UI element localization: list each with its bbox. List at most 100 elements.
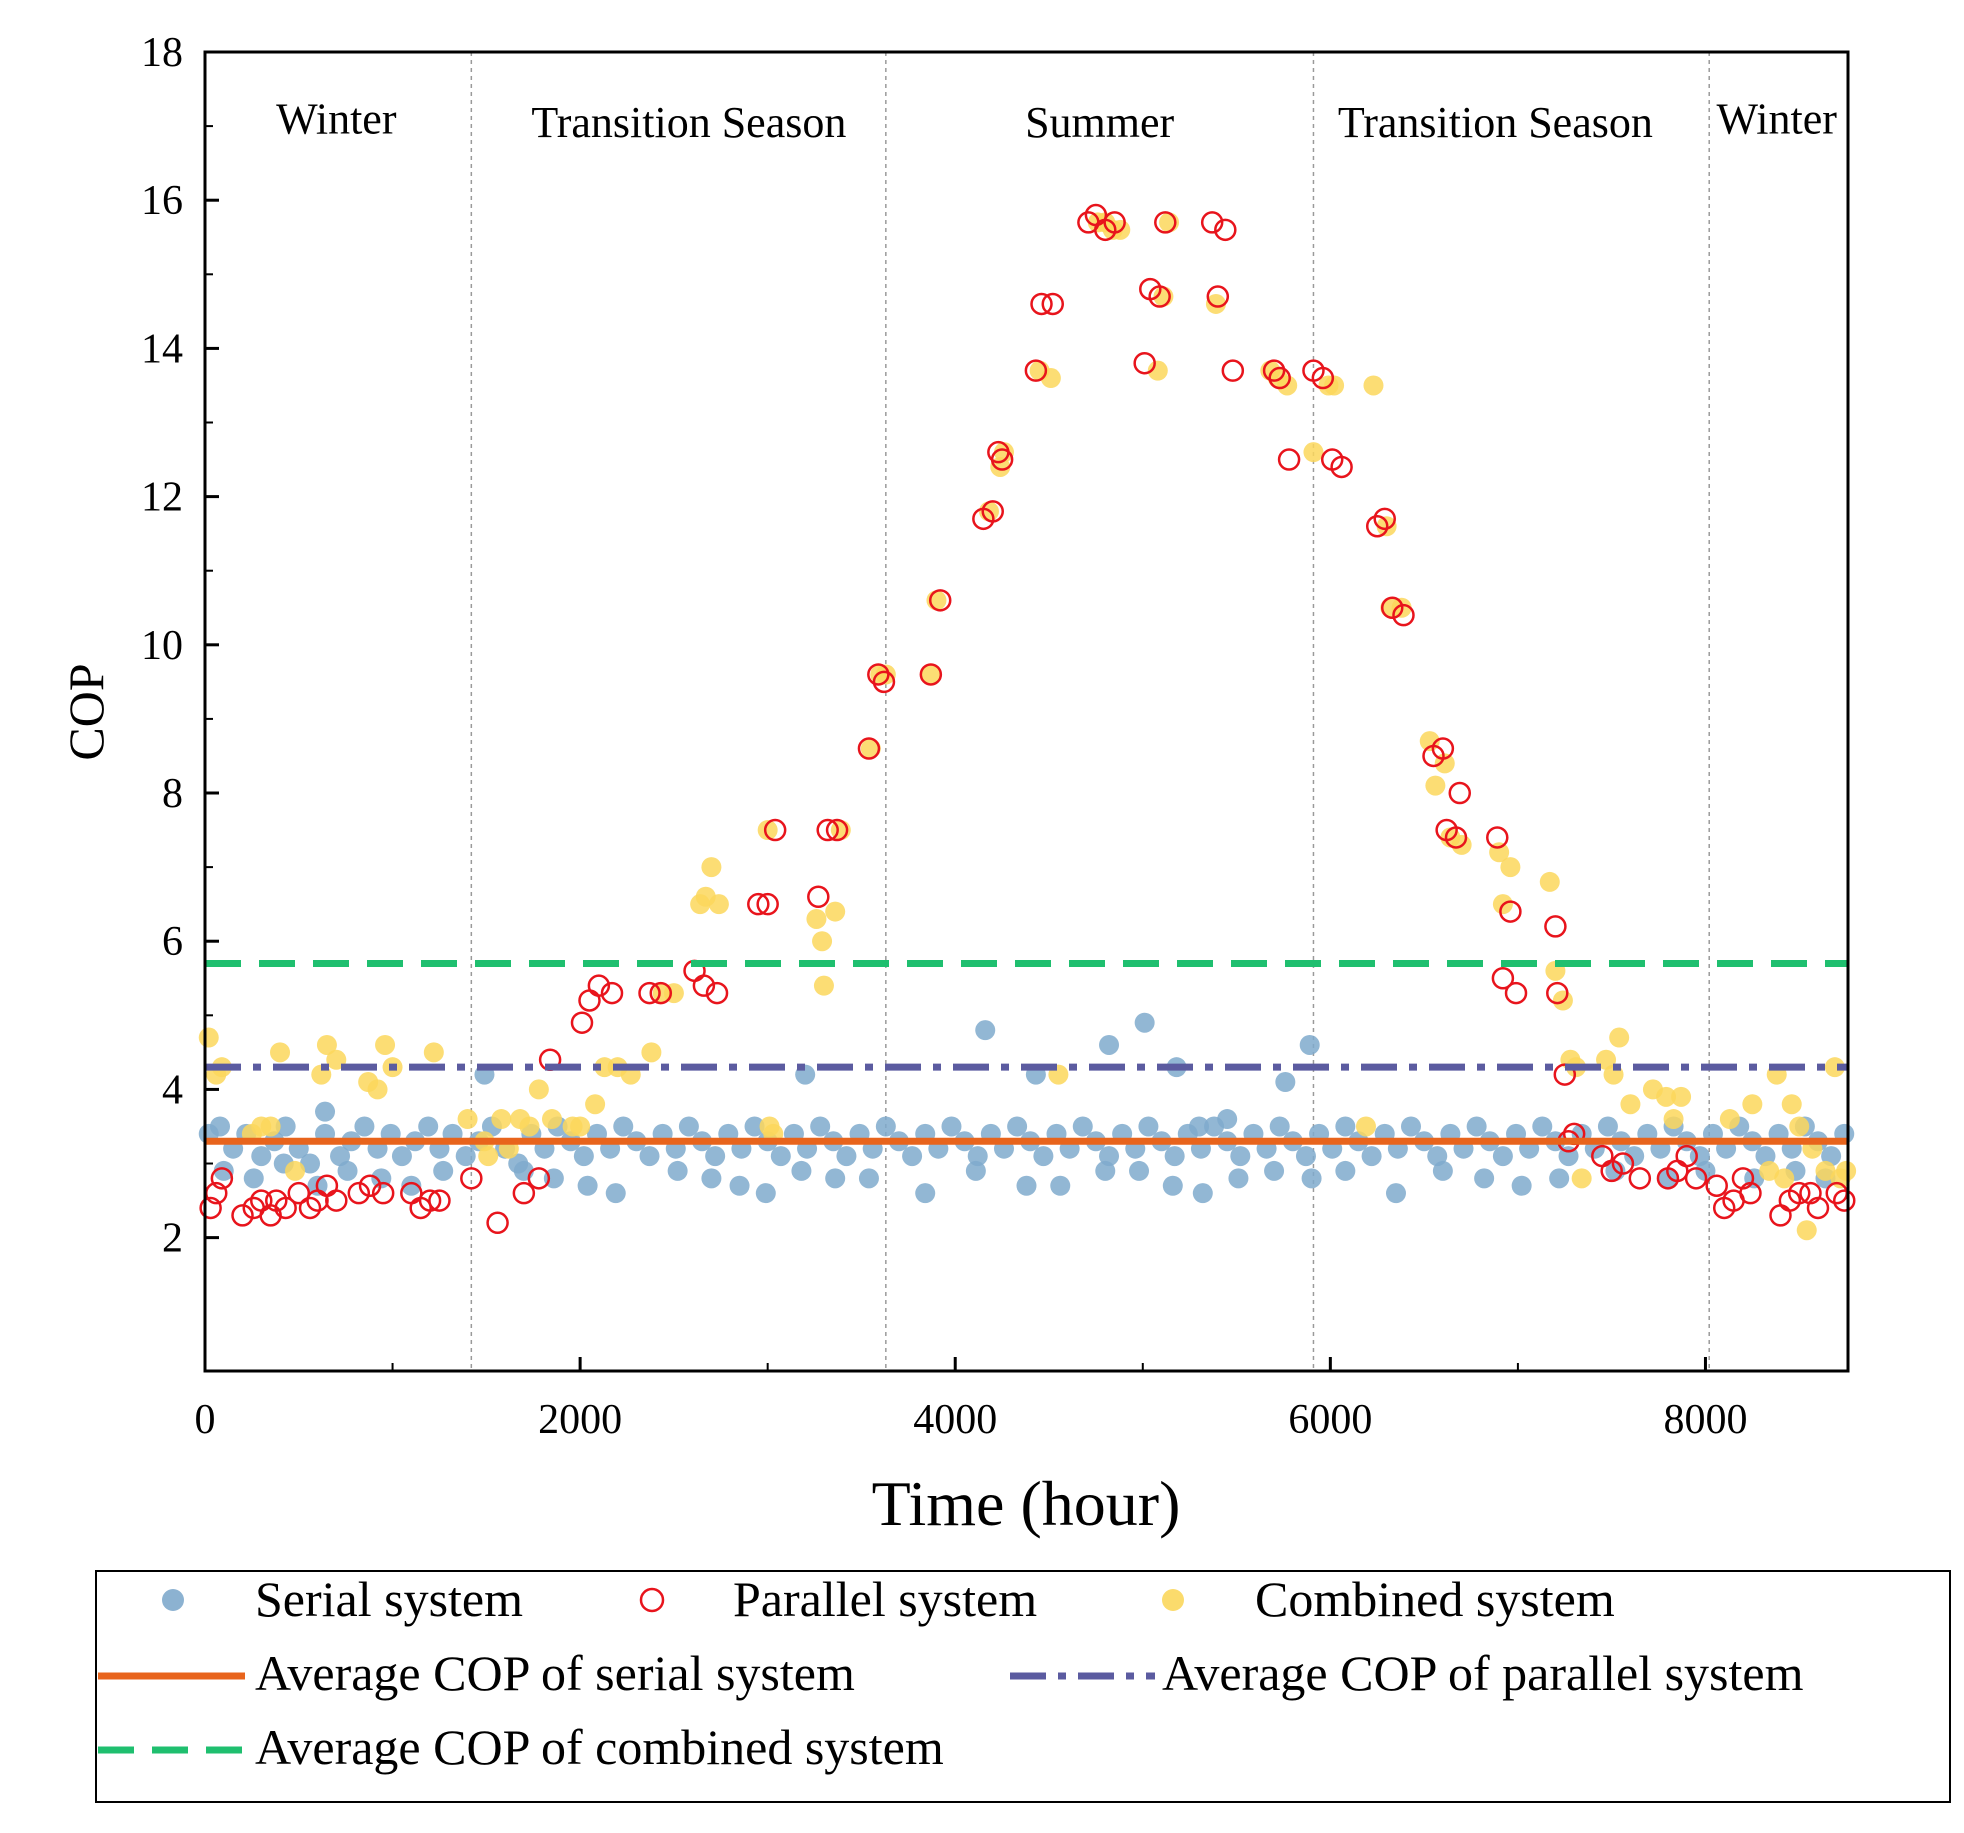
data-point: [1432, 1160, 1453, 1181]
data-point: [867, 663, 890, 686]
data-point: [1656, 1086, 1677, 1107]
data-point: [858, 1168, 879, 1189]
data-point: [1385, 1183, 1406, 1204]
data-point: [813, 975, 834, 996]
data-point: [1500, 857, 1521, 878]
data-point: [1671, 1086, 1692, 1107]
data-point: [1544, 915, 1567, 938]
data-point: [1466, 1116, 1487, 1137]
y-tick-label: 10: [141, 623, 183, 669]
data-point: [1774, 1168, 1795, 1189]
data-point: [1759, 1160, 1780, 1181]
data-point: [806, 908, 827, 929]
data-point: [1335, 1160, 1356, 1181]
data-point: [1324, 375, 1345, 396]
data-point: [287, 1181, 311, 1205]
data-point: [729, 1175, 750, 1196]
data-point: [1162, 1175, 1183, 1196]
data-point: [920, 664, 941, 685]
legend-marker-swatch: [1162, 1589, 1184, 1611]
data-point: [1609, 1027, 1630, 1048]
data-point: [1789, 1116, 1810, 1137]
data-point: [587, 974, 611, 997]
data-point: [701, 857, 722, 878]
data-point: [708, 894, 729, 915]
data-point: [1275, 1072, 1296, 1093]
data-point: [1148, 285, 1171, 308]
data-point: [231, 1204, 254, 1227]
data-point: [1134, 1012, 1155, 1033]
legend-box: [95, 1570, 1951, 1803]
y-tick-label: 12: [141, 475, 183, 521]
data-point: [570, 1116, 591, 1137]
data-point: [1705, 1174, 1728, 1197]
data-point: [836, 1146, 857, 1167]
data-point: [251, 1146, 272, 1167]
data-point: [1657, 1168, 1678, 1189]
data-point: [512, 1181, 536, 1205]
data-point: [1491, 967, 1515, 990]
data-point: [701, 1168, 722, 1189]
season-label: Transition Season: [1338, 98, 1653, 147]
data-point: [1380, 596, 1404, 620]
data-point: [401, 1175, 422, 1196]
data-point: [418, 1116, 439, 1137]
season-label: Winter: [276, 95, 397, 144]
data-point: [1787, 1181, 1811, 1205]
data-point: [1492, 1146, 1513, 1167]
data-point: [667, 1160, 688, 1181]
data-point: [275, 1116, 296, 1137]
data-point: [1230, 1146, 1251, 1167]
data-point: [210, 1116, 231, 1137]
data-point: [1600, 1159, 1623, 1183]
data-point: [1295, 1146, 1316, 1167]
data-point: [613, 1116, 634, 1137]
data-point: [967, 1146, 988, 1167]
data-point: [1133, 351, 1156, 375]
data-point: [600, 981, 624, 1005]
data-point: [1392, 603, 1415, 627]
y-axis-label: COP: [58, 663, 114, 760]
y-tick-label: 8: [162, 771, 183, 817]
legend: Serial system Parallel system Combined sys…: [98, 1571, 1804, 1775]
data-point: [812, 931, 833, 952]
data-point: [1050, 1175, 1071, 1196]
data-point: [199, 1196, 222, 1220]
data-point: [1206, 285, 1230, 308]
data-point: [1103, 211, 1126, 234]
data-point: [486, 1211, 509, 1235]
data-point: [965, 1160, 986, 1181]
data-point: [1033, 1146, 1054, 1167]
data-point: [315, 1101, 336, 1122]
data-point: [347, 1181, 371, 1205]
legend-label: Average COP of parallel system: [1162, 1645, 1804, 1701]
data-point: [756, 892, 779, 916]
data-point: [928, 589, 952, 612]
legend-label: Average COP of combined system: [255, 1719, 944, 1775]
data-point: [1431, 737, 1455, 760]
data-point: [1016, 1175, 1037, 1196]
data-point: [418, 1189, 442, 1212]
data-point: [1549, 1168, 1570, 1189]
data-point: [330, 1146, 351, 1167]
data-point: [1511, 1175, 1532, 1196]
data-point: [577, 1175, 598, 1196]
data-point: [1684, 1167, 1708, 1190]
data-point: [1164, 1146, 1185, 1167]
x-tick-label: 6000: [1288, 1397, 1372, 1443]
data-point: [433, 1160, 454, 1181]
data-point: [1620, 1094, 1641, 1115]
data-point: [1836, 1160, 1857, 1181]
legend-label: Average COP of serial system: [255, 1645, 855, 1701]
y-tick-label: 18: [141, 30, 183, 76]
data-point: [585, 1094, 606, 1115]
data-point: [1147, 360, 1168, 381]
data-point: [391, 1146, 412, 1167]
data-point: [1301, 1168, 1322, 1189]
axis-ticks: 0 2000 4000 6000 8000 2 4 6 8 10 12 14 16 18: [141, 30, 1747, 1443]
season-labels: Winter Transition Season Summer Transition …: [276, 95, 1837, 148]
x-tick-label: 0: [195, 1397, 216, 1443]
data-point: [1277, 448, 1301, 471]
data-point: [770, 1146, 791, 1167]
data-point: [1781, 1094, 1802, 1115]
